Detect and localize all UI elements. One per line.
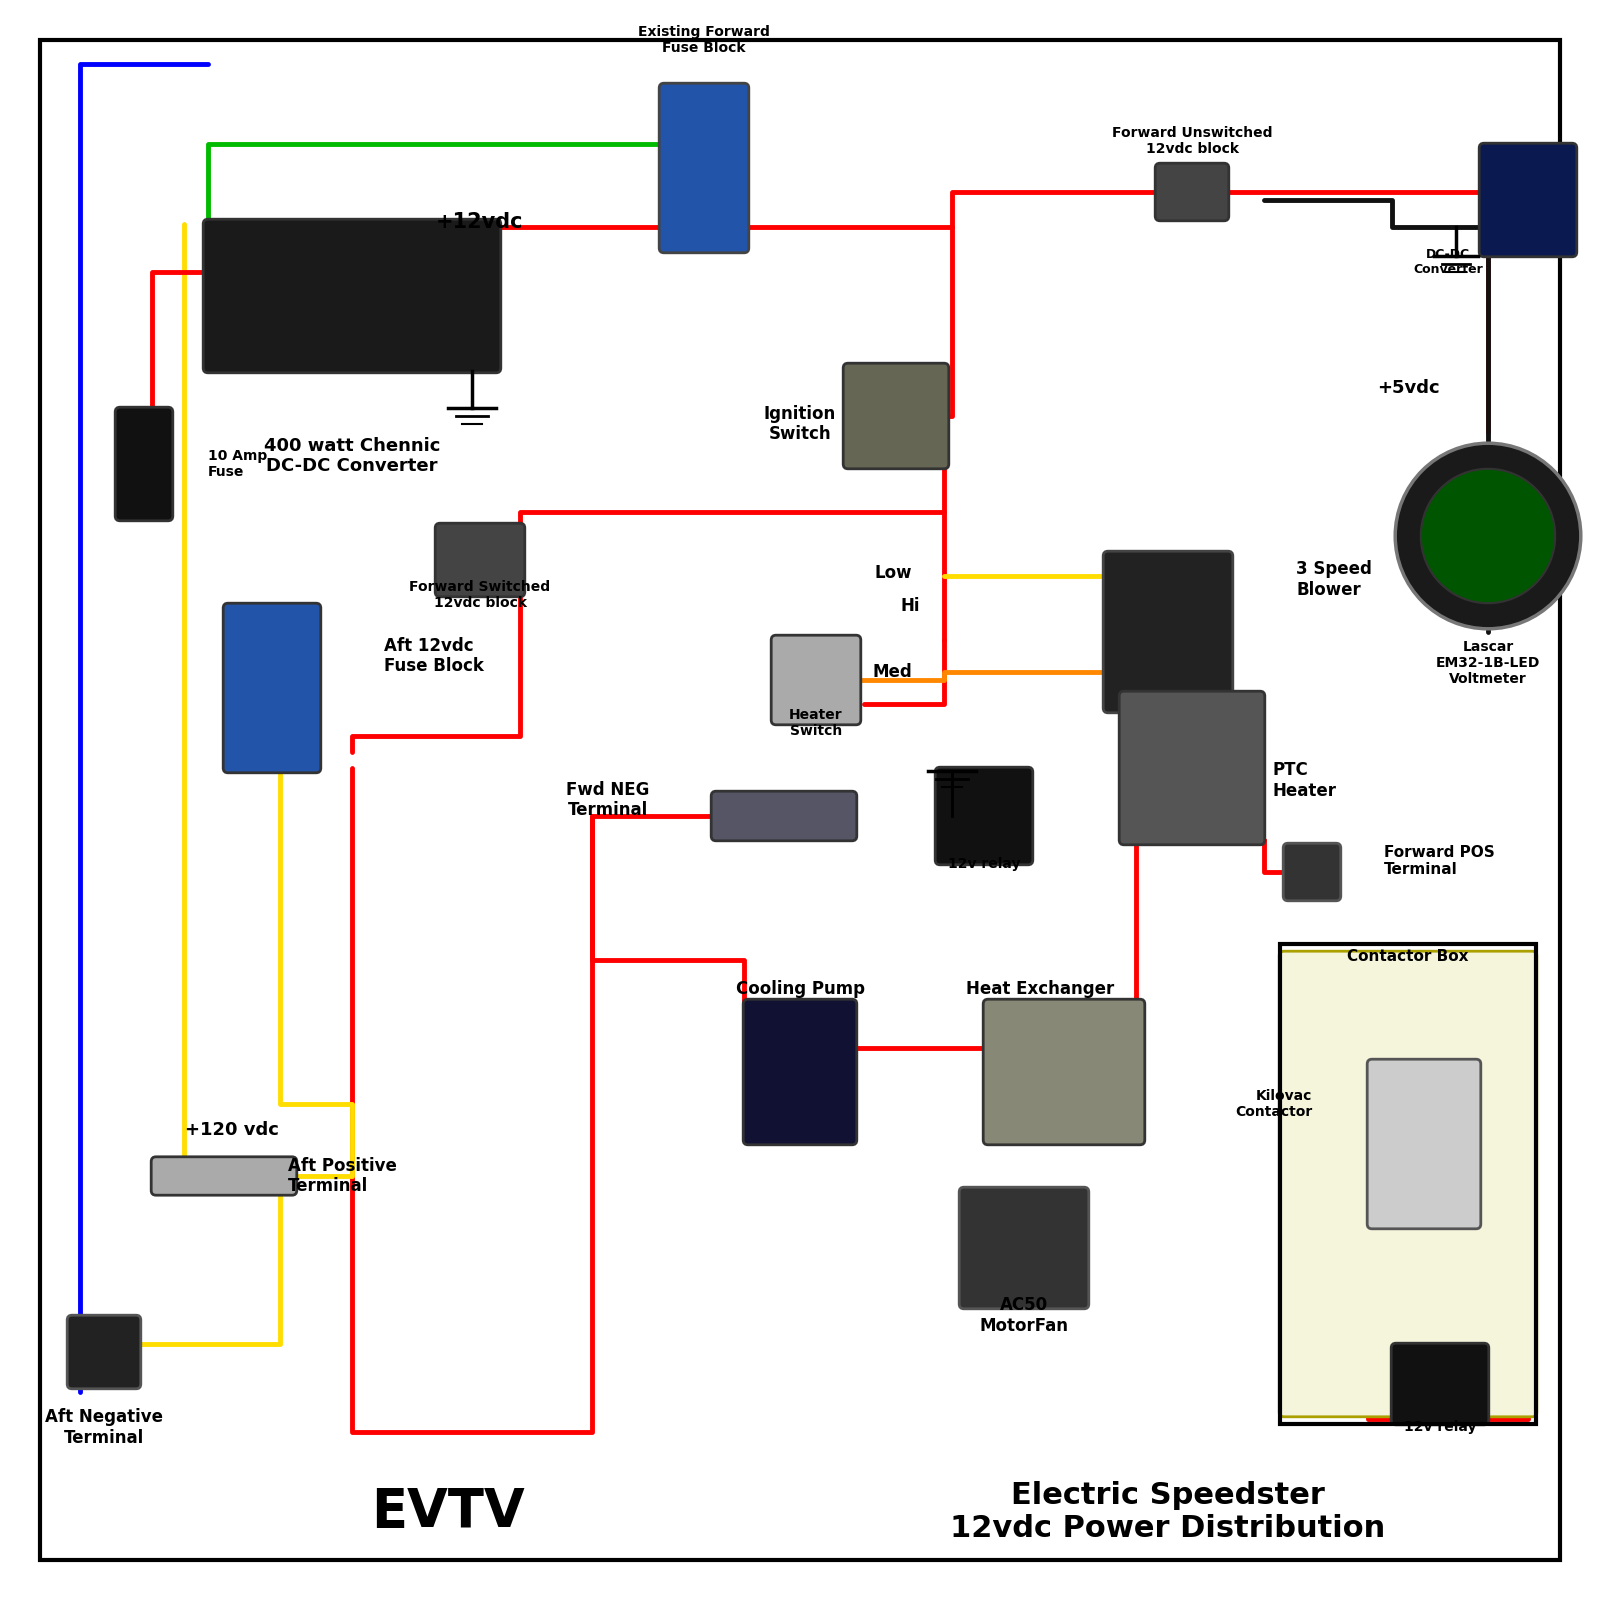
FancyBboxPatch shape	[203, 219, 501, 373]
FancyBboxPatch shape	[224, 603, 320, 773]
Text: Forward Switched
12vdc block: Forward Switched 12vdc block	[410, 581, 550, 610]
FancyBboxPatch shape	[659, 83, 749, 253]
Circle shape	[1421, 469, 1555, 603]
Text: +12vdc: +12vdc	[437, 211, 523, 232]
Text: Forward Unswitched
12vdc block: Forward Unswitched 12vdc block	[1112, 126, 1272, 155]
FancyBboxPatch shape	[771, 635, 861, 725]
Text: Med: Med	[872, 662, 912, 682]
FancyBboxPatch shape	[150, 1157, 298, 1195]
FancyBboxPatch shape	[742, 998, 858, 1146]
Circle shape	[1395, 443, 1581, 629]
Text: 12v relay: 12v relay	[1403, 1421, 1477, 1434]
FancyBboxPatch shape	[1480, 142, 1578, 256]
FancyBboxPatch shape	[67, 1315, 141, 1389]
FancyBboxPatch shape	[1283, 843, 1341, 901]
Text: Fwd NEG
Terminal: Fwd NEG Terminal	[566, 781, 650, 819]
Text: 400 watt Chennic
DC-DC Converter: 400 watt Chennic DC-DC Converter	[264, 437, 440, 475]
Text: +120 vdc: +120 vdc	[186, 1122, 278, 1139]
Text: Heat Exchanger: Heat Exchanger	[966, 979, 1114, 998]
Text: Low: Low	[875, 563, 912, 582]
Text: +5vdc: +5vdc	[1376, 379, 1440, 397]
Text: Cooling Pump: Cooling Pump	[736, 979, 864, 998]
Text: Aft Negative
Terminal: Aft Negative Terminal	[45, 1408, 163, 1446]
Text: DC-DC
Converter: DC-DC Converter	[1413, 248, 1483, 277]
Text: Lascar
EM32-1B-LED
Voltmeter: Lascar EM32-1B-LED Voltmeter	[1435, 640, 1541, 686]
Text: 3 Speed
Blower: 3 Speed Blower	[1296, 560, 1371, 598]
Text: PTC
Heater: PTC Heater	[1272, 762, 1336, 800]
Text: Heater
Switch: Heater Switch	[789, 709, 843, 738]
FancyBboxPatch shape	[1155, 163, 1229, 221]
FancyBboxPatch shape	[1120, 691, 1264, 845]
Text: Aft 12vdc
Fuse Block: Aft 12vdc Fuse Block	[384, 637, 483, 675]
Bar	[1280, 944, 1536, 1424]
FancyBboxPatch shape	[982, 998, 1146, 1146]
Text: Existing Forward
Fuse Block: Existing Forward Fuse Block	[638, 26, 770, 54]
FancyBboxPatch shape	[712, 792, 858, 842]
FancyBboxPatch shape	[960, 1187, 1088, 1309]
Text: Aft Positive
Terminal: Aft Positive Terminal	[288, 1157, 397, 1195]
FancyBboxPatch shape	[934, 768, 1034, 864]
FancyBboxPatch shape	[1392, 1344, 1490, 1424]
FancyBboxPatch shape	[1104, 550, 1232, 714]
Text: 10 Amp
Fuse: 10 Amp Fuse	[208, 450, 267, 478]
Text: Kilovac
Contactor: Kilovac Contactor	[1235, 1090, 1312, 1118]
Text: Electric Speedster
12vdc Power Distribution: Electric Speedster 12vdc Power Distribut…	[950, 1480, 1386, 1544]
Text: Ignition
Switch: Ignition Switch	[763, 405, 837, 443]
FancyBboxPatch shape	[1366, 1059, 1482, 1229]
FancyBboxPatch shape	[435, 523, 525, 597]
FancyBboxPatch shape	[115, 406, 173, 522]
Text: Contactor Box: Contactor Box	[1347, 949, 1469, 965]
Text: AC50
MotorFan: AC50 MotorFan	[979, 1296, 1069, 1334]
Text: 12v relay: 12v relay	[947, 858, 1021, 870]
Text: EVTV: EVTV	[371, 1486, 525, 1538]
Text: Hi: Hi	[901, 597, 920, 616]
FancyBboxPatch shape	[1280, 950, 1536, 1418]
FancyBboxPatch shape	[843, 363, 949, 469]
Text: Forward POS
Terminal: Forward POS Terminal	[1384, 845, 1494, 877]
